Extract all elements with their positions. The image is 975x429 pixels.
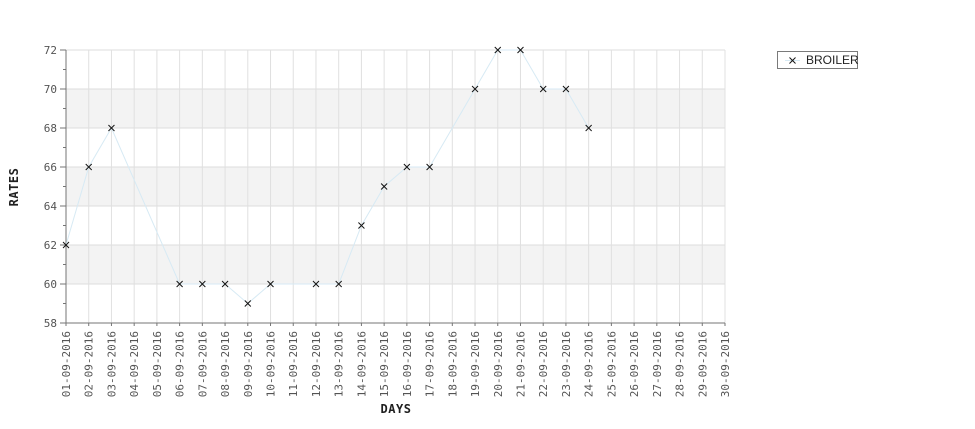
x-tick-label: 07-09-2016 (196, 331, 209, 397)
data-point-marker (176, 280, 183, 288)
x-tick-label: 11-09-2016 (287, 331, 300, 397)
data-point-marker (471, 85, 479, 93)
x-tick-label: 20-09-2016 (492, 331, 505, 397)
data-point-marker (221, 280, 229, 288)
data-point-marker (426, 163, 433, 171)
data-point-marker (244, 300, 252, 307)
x-tick-label: 09-09-2016 (242, 331, 255, 397)
x-tick-label: 03-09-2016 (105, 331, 118, 397)
data-point-marker (380, 183, 388, 190)
series-line (65, 49, 590, 305)
x-tick-label: 18-09-2016 (446, 331, 459, 397)
data-point-marker (198, 280, 206, 288)
x-tick-label: 26-09-2016 (628, 331, 641, 397)
data-point-marker (62, 241, 70, 249)
x-tick-label: 15-09-2016 (378, 331, 391, 397)
y-tick-label: 58 (44, 317, 57, 330)
data-point-marker (539, 85, 547, 93)
x-tick-label: 29-09-2016 (696, 331, 709, 397)
x-tick-label: 16-09-2016 (401, 331, 414, 397)
data-point-marker (312, 280, 320, 288)
data-point-marker (494, 46, 502, 54)
x-tick-label: 06-09-2016 (174, 331, 187, 397)
y-tick-label: 68 (44, 122, 57, 135)
x-tick-label: 04-09-2016 (128, 331, 141, 397)
x-tick-label: 19-09-2016 (469, 331, 482, 397)
x-tick-label: 08-09-2016 (219, 331, 232, 397)
y-tick-label: 72 (44, 44, 57, 57)
data-point-marker (85, 163, 93, 171)
x-tick-label: 27-09-2016 (651, 331, 664, 397)
band (66, 89, 725, 128)
y-tick-label: 70 (44, 83, 57, 96)
y-tick-label: 62 (44, 239, 57, 252)
x-tick-label: 14-09-2016 (355, 331, 368, 397)
data-point-marker (517, 46, 524, 54)
y-axis-title: RATES (7, 167, 21, 207)
data-point-marker (335, 280, 343, 288)
band (66, 245, 725, 284)
x-tick-label: 23-09-2016 (560, 331, 573, 397)
data-point-marker (403, 163, 411, 171)
x-tick-label: 28-09-2016 (674, 331, 687, 397)
x-tick-label: 05-09-2016 (151, 331, 164, 397)
x-tick-label: 12-09-2016 (310, 331, 323, 397)
data-point-marker (358, 222, 365, 229)
y-tick-label: 66 (44, 161, 57, 174)
x-tick-label: 01-09-2016 (60, 331, 73, 397)
x-tick-label: 22-09-2016 (537, 331, 550, 397)
data-point-marker (562, 85, 570, 93)
data-point-marker (585, 124, 593, 132)
x-axis-title: DAYS (380, 402, 412, 416)
x-tick-label: 02-09-2016 (83, 331, 96, 397)
x-tick-label: 10-09-2016 (265, 331, 278, 397)
x-tick-label: 25-09-2016 (605, 331, 618, 397)
data-point-marker (108, 124, 115, 132)
x-tick-label: 17-09-2016 (424, 331, 437, 397)
y-tick-label: 60 (44, 278, 57, 291)
y-tick-label: 64 (44, 200, 58, 213)
legend-label: BROILER (806, 53, 859, 67)
legend-box[interactable]: BROILER (777, 51, 859, 69)
x-tick-label: 13-09-2016 (333, 331, 346, 397)
legend-series-marker-icon (785, 56, 800, 64)
x-tick-label: 21-09-2016 (514, 331, 527, 397)
x-tick-label: 30-09-2016 (719, 331, 732, 397)
band (66, 167, 725, 206)
data-point-marker (267, 280, 274, 288)
x-tick-label: 24-09-2016 (583, 331, 596, 397)
